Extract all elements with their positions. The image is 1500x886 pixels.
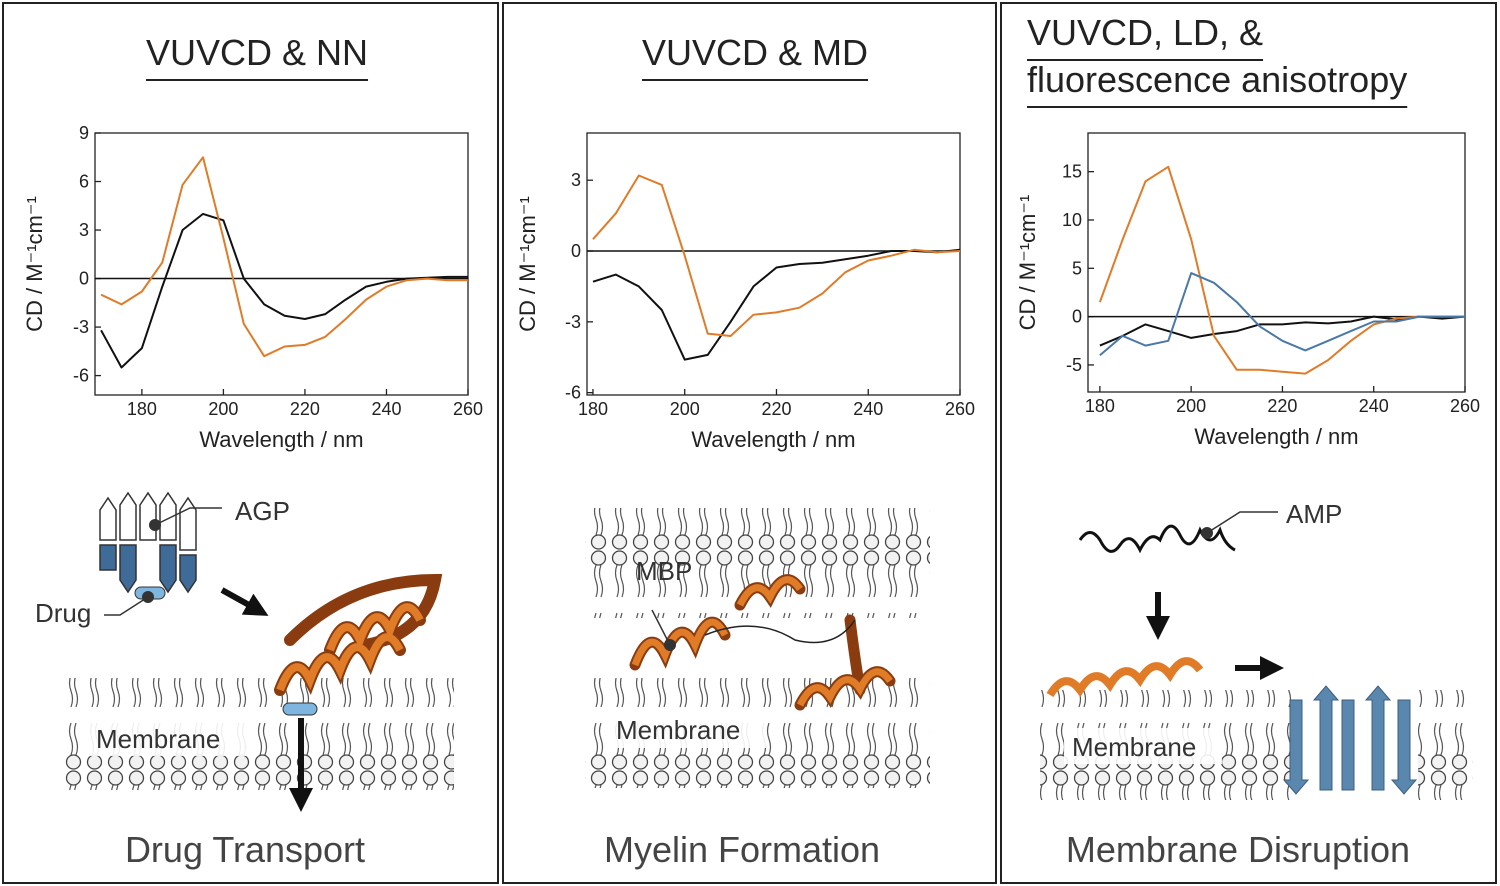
chart-title: VUVCD & MD [642,32,868,73]
label: Membrane [616,715,740,745]
label: Drug [35,598,91,628]
x-tick-label: 180 [578,399,608,419]
x-tick-label: 180 [127,399,157,419]
x-tick-label: 200 [208,399,238,419]
y-tick-label: 5 [1072,258,1082,278]
label: AMP [1286,499,1342,529]
plot-frame [1087,132,1466,393]
series-line [592,248,961,361]
diagram-disruption [1040,511,1473,800]
caption: Membrane Disruption [1066,829,1410,870]
x-tick-label: 240 [371,399,401,419]
series-line [100,156,468,358]
y-tick-label: 10 [1062,210,1082,230]
diagram-drug-transport [62,491,454,812]
x-tick-label: 260 [1450,396,1480,416]
chart-title: fluorescence anisotropy [1027,59,1407,100]
chart-title: VUVCD, LD, & [1027,12,1263,53]
x-tick-label: 240 [1359,396,1389,416]
y-tick-label: -3 [73,317,89,337]
series-line [1098,165,1465,375]
y-tick-label: 3 [79,220,89,240]
x-axis-label: Wavelength / nm [691,427,855,452]
x-tick-label: 260 [945,399,975,419]
series-line [592,174,961,337]
plot-frame [94,132,469,396]
label: Membrane [96,724,220,754]
y-axis-label: CD / M⁻¹cm⁻¹ [22,196,47,332]
x-tick-label: 180 [1085,396,1115,416]
y-tick-label: 0 [571,241,581,261]
caption: Myelin Formation [604,829,880,870]
chart-title: VUVCD & NN [146,32,368,73]
x-axis-label: Wavelength / nm [199,427,363,452]
y-tick-label: 0 [79,269,89,289]
y-axis-label: CD / M⁻¹cm⁻¹ [1015,195,1040,331]
y-tick-label: -5 [1066,355,1082,375]
label: Membrane [1072,732,1196,762]
y-tick-label: -6 [73,366,89,386]
y-tick-label: 6 [79,172,89,192]
label: MBP [636,556,692,586]
x-tick-label: 200 [1176,396,1206,416]
y-tick-label: 0 [1072,307,1082,327]
x-tick-label: 200 [670,399,700,419]
series-line [100,212,468,369]
y-axis-label: CD / M⁻¹cm⁻¹ [515,196,540,332]
x-tick-label: 220 [761,399,791,419]
x-tick-label: 220 [1267,396,1297,416]
y-tick-label: 9 [79,123,89,143]
y-tick-label: 15 [1062,162,1082,182]
x-tick-label: 260 [453,399,483,419]
panel-texts: AGP Drug Membrane Drug Transport MBP Mem… [35,496,1410,870]
caption: Drug Transport [125,829,365,870]
label: AGP [235,496,290,526]
y-tick-label: -6 [565,383,581,403]
plot-frame [586,132,961,396]
x-tick-label: 240 [853,399,883,419]
series-line [1099,272,1465,357]
y-tick-label: -3 [565,312,581,332]
x-axis-label: Wavelength / nm [1194,424,1358,449]
y-tick-label: 3 [571,170,581,190]
diagram-myelin [585,508,930,788]
x-tick-label: 220 [290,399,320,419]
